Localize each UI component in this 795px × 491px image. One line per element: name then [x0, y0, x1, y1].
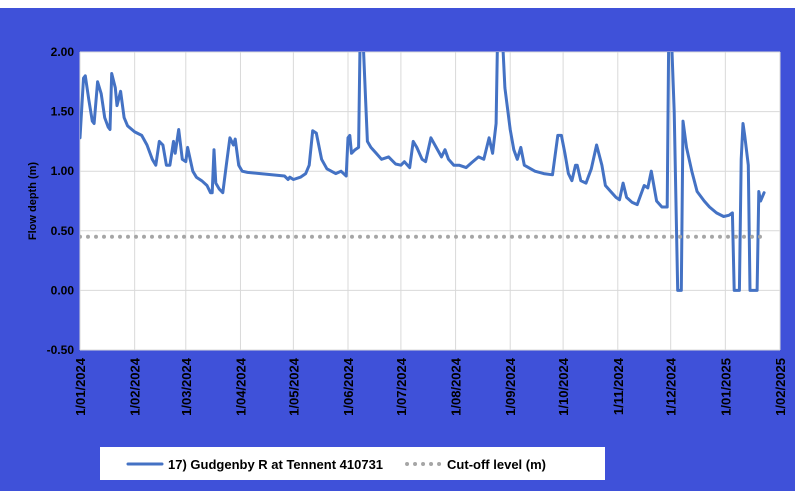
- x-tick-label: 1/02/2025: [773, 358, 788, 416]
- plot-area: [80, 52, 780, 350]
- y-tick-label: 0.50: [51, 224, 75, 238]
- x-tick-label: 1/12/2024: [664, 357, 679, 416]
- x-tick-label: 1/03/2024: [179, 357, 194, 416]
- x-tick-label: 1/10/2024: [556, 357, 571, 416]
- x-tick-label: 1/11/2024: [611, 357, 626, 415]
- x-tick-label: 1/05/2024: [286, 357, 301, 416]
- plot-lines: [80, 52, 767, 292]
- x-tick-label: 1/04/2024: [233, 357, 248, 416]
- legend: [100, 447, 605, 480]
- y-tick-label: -0.50: [47, 343, 75, 357]
- y-tick-label: 0.00: [51, 283, 75, 297]
- x-tick-label: 1/09/2024: [503, 357, 518, 416]
- series-line: [80, 52, 766, 292]
- y-tick-label: 1.00: [51, 164, 75, 178]
- legend-label: 17) Gudgenby R at Tennent 410731: [168, 457, 383, 472]
- legend-label: Cut-off level (m): [447, 457, 546, 472]
- x-tick-label: 1/07/2024: [394, 357, 409, 416]
- y-axis-label: Flow depth (m): [27, 162, 39, 241]
- x-tick-label: 1/02/2024: [128, 357, 143, 416]
- y-tick-label: 1.50: [51, 105, 75, 119]
- x-tick-label: 1/01/2024: [73, 357, 88, 416]
- x-tick-label: 1/06/2024: [341, 357, 356, 416]
- x-tick-label: 1/08/2024: [449, 357, 464, 416]
- y-tick-label: 2.00: [51, 45, 75, 59]
- x-tick-label: 1/01/2025: [718, 358, 733, 416]
